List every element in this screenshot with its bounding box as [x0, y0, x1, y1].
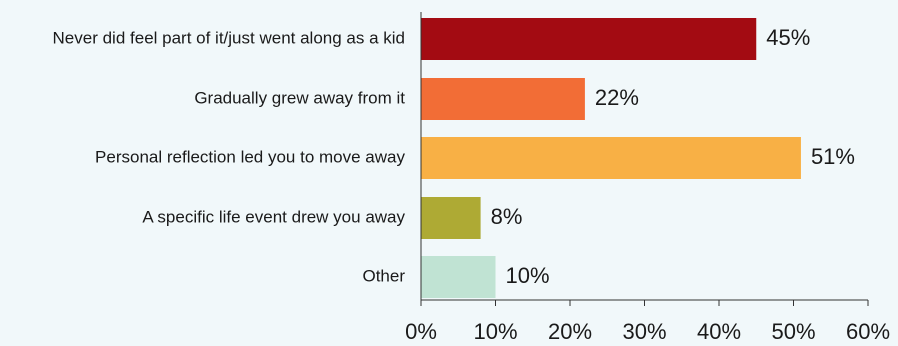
data-label-5: 10%	[506, 263, 550, 288]
data-label-3: 51%	[811, 144, 855, 169]
data-label-2: 22%	[595, 85, 639, 110]
x-tick-label-20: 20%	[548, 319, 592, 344]
bar-3	[421, 137, 801, 179]
category-label-1: Never did feel part of it/just went alon…	[53, 28, 405, 47]
x-tick-label-40: 40%	[697, 319, 741, 344]
bar-1	[421, 18, 757, 60]
data-label-1: 45%	[766, 25, 810, 50]
x-tick-label-60: 60%	[846, 319, 890, 344]
bars-group	[421, 18, 801, 298]
category-label-3: Personal reflection led you to move away	[95, 147, 405, 166]
x-axis-tick-labels: 0% 10% 20% 30% 40% 50% 60%	[405, 319, 890, 344]
category-labels: Never did feel part of it/just went alon…	[53, 28, 406, 285]
bar-5	[421, 256, 496, 298]
category-label-4: A specific life event drew you away	[142, 207, 405, 226]
x-axis-ticks	[420, 300, 869, 306]
bar-2	[421, 78, 585, 120]
category-label-5: Other	[362, 266, 405, 285]
x-tick-label-0: 0%	[405, 319, 437, 344]
x-tick-label-50: 50%	[771, 319, 815, 344]
x-tick-label-30: 30%	[622, 319, 666, 344]
data-labels: 45% 22% 51% 8% 10%	[491, 25, 855, 288]
category-label-2: Gradually grew away from it	[194, 88, 405, 107]
x-tick-label-10: 10%	[473, 319, 517, 344]
data-label-4: 8%	[491, 204, 523, 229]
bar-4	[421, 197, 481, 239]
